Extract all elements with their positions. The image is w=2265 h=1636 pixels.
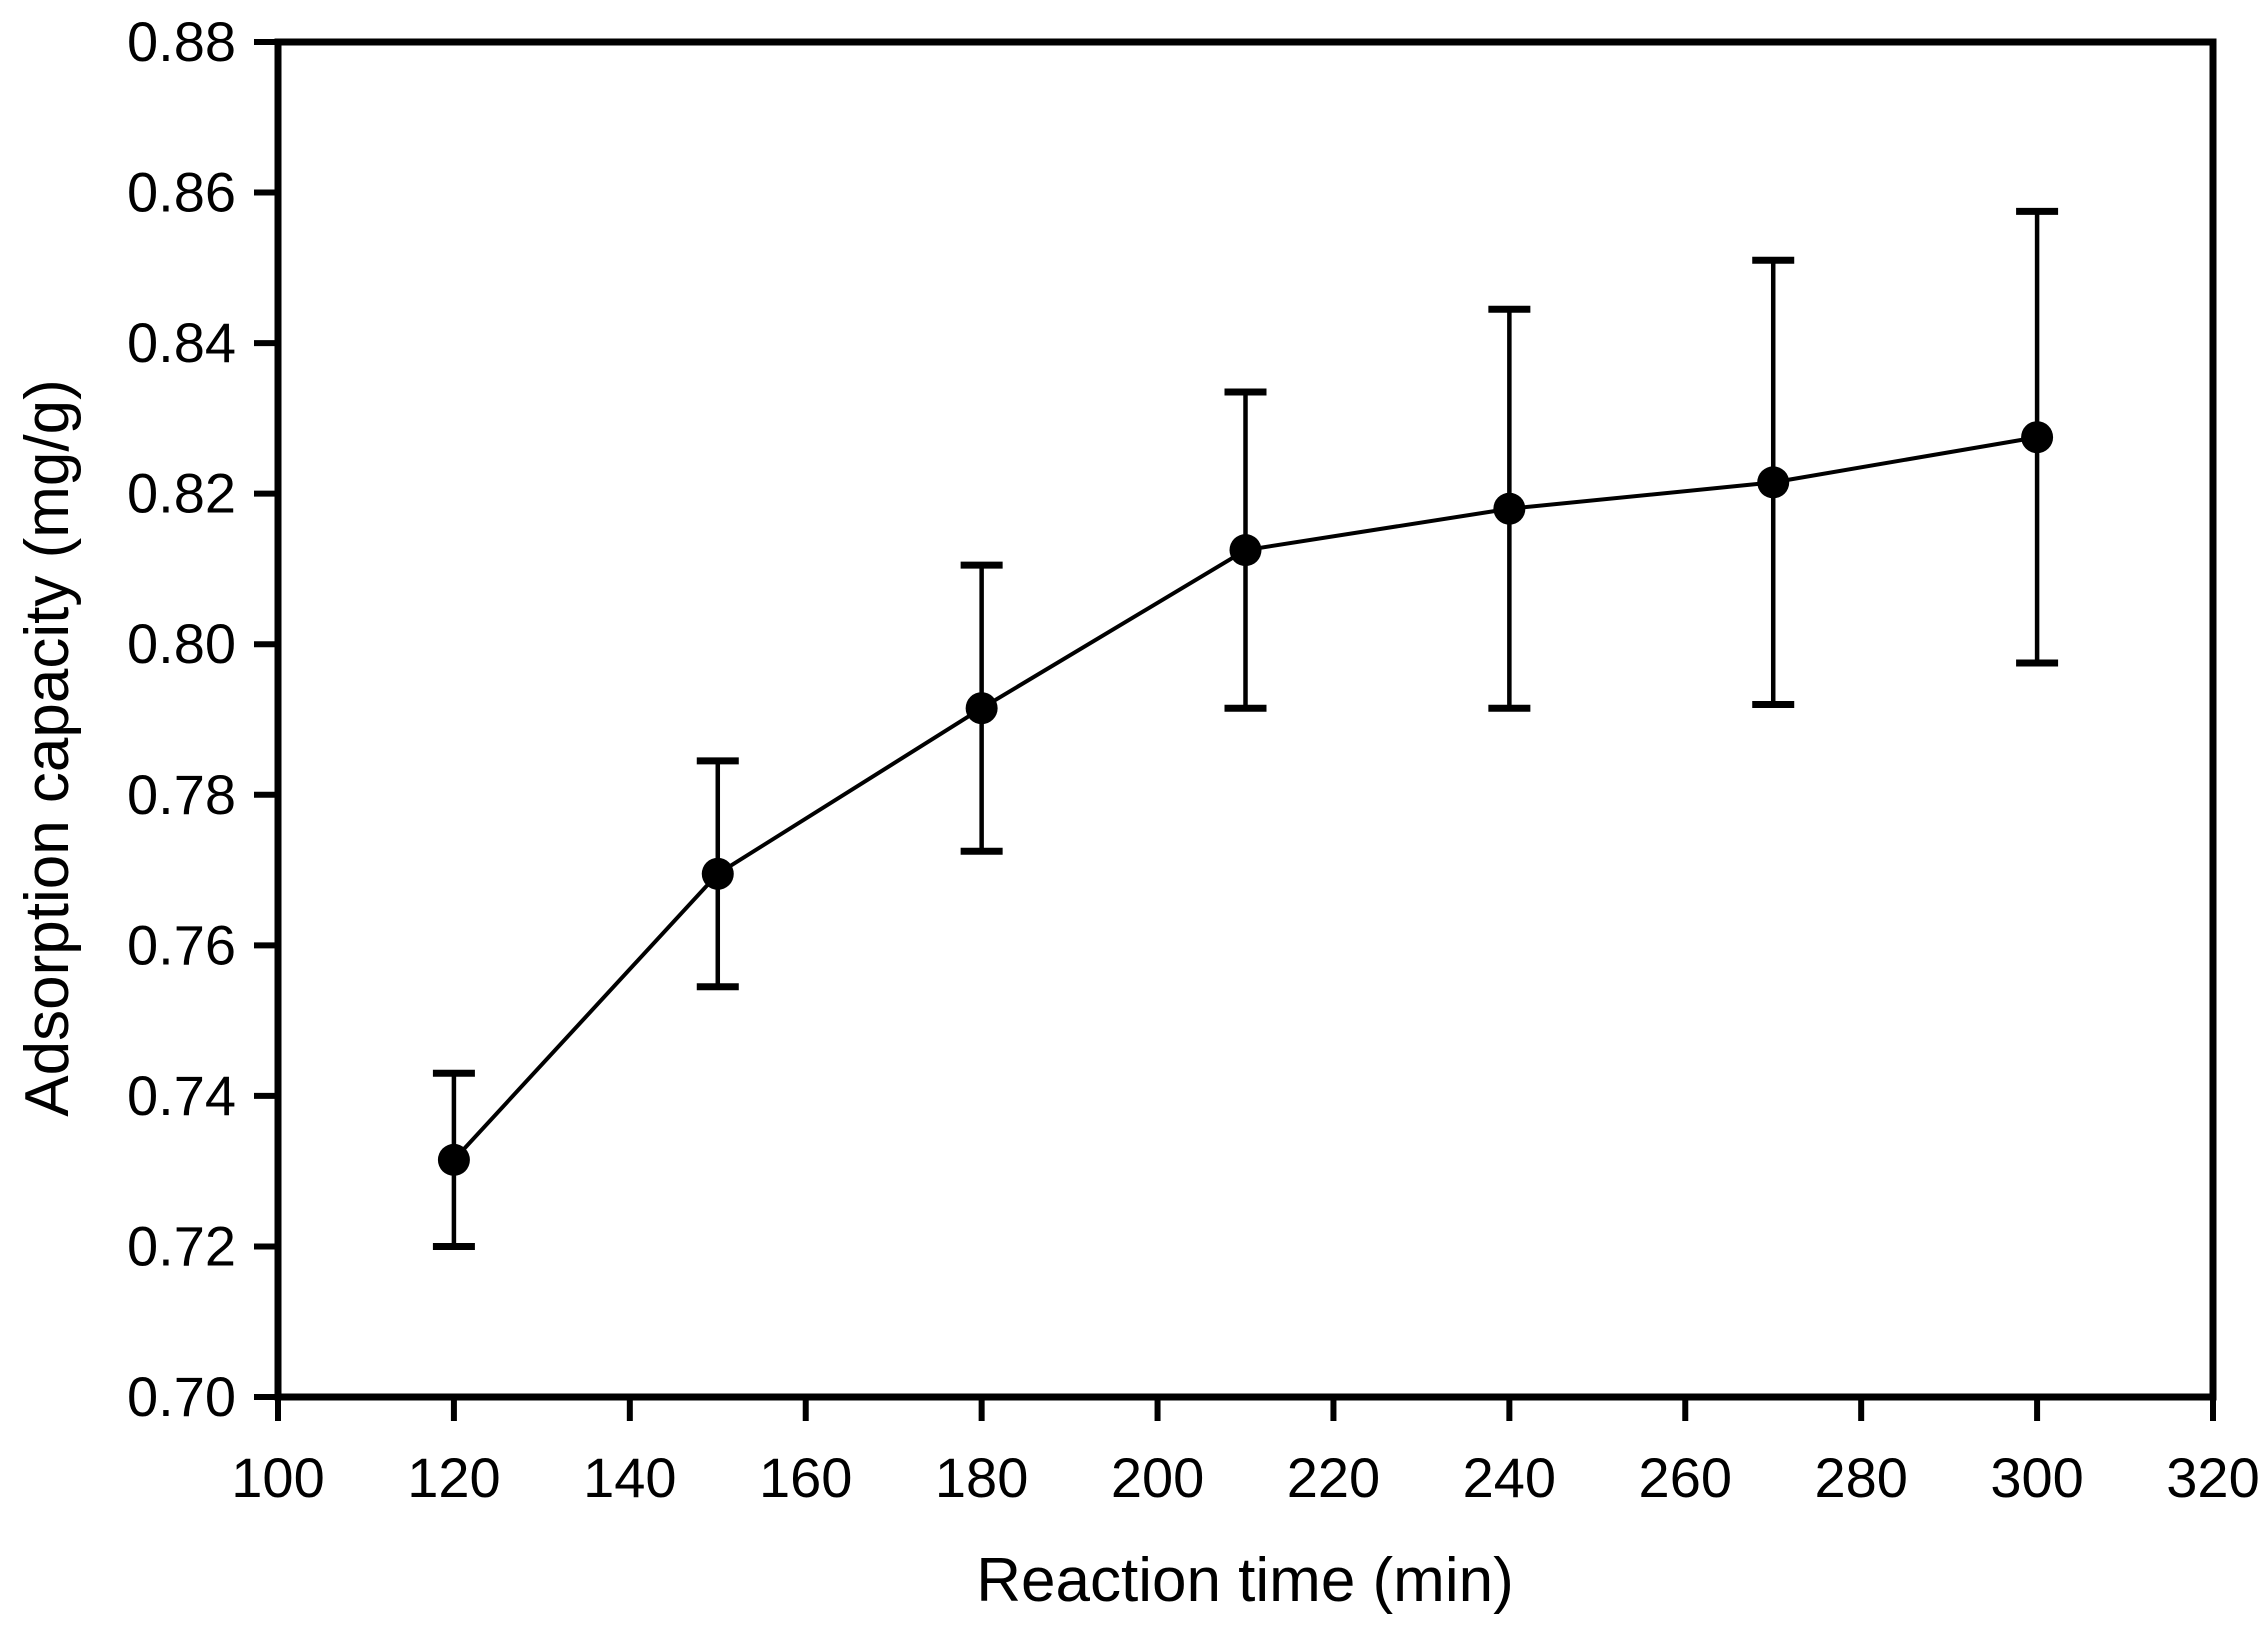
y-tick-label: 0.78 <box>127 763 236 826</box>
data-point-marker <box>1493 492 1526 525</box>
x-tick-label: 320 <box>2166 1446 2259 1509</box>
x-tick-label: 120 <box>407 1446 500 1509</box>
x-tick-label: 220 <box>1287 1446 1380 1509</box>
x-tick-label: 100 <box>231 1446 324 1509</box>
y-tick-label: 0.72 <box>127 1214 236 1277</box>
y-tick-label: 0.76 <box>127 913 236 976</box>
y-tick-label: 0.82 <box>127 462 236 525</box>
y-tick-label: 0.86 <box>127 161 236 224</box>
x-tick-label: 240 <box>1463 1446 1556 1509</box>
y-axis-ticks: 0.70 0.72 0.74 0.76 0.78 0.80 0.82 0.84 0.86 0.88 <box>127 10 278 1428</box>
error-bars <box>432 207 2059 1250</box>
x-tick-label: 200 <box>1111 1446 1204 1509</box>
data-point-marker <box>965 692 998 725</box>
y-tick-label: 0.84 <box>127 311 236 374</box>
data-point-marker <box>437 1143 470 1176</box>
data-points <box>437 421 2054 1176</box>
data-point-marker <box>701 857 734 890</box>
x-tick-label: 280 <box>1814 1446 1907 1509</box>
y-axis-title: Adsorption capacity (mg/g) <box>13 379 82 1116</box>
y-tick-label: 0.70 <box>127 1365 236 1428</box>
y-tick-label: 0.80 <box>127 612 236 675</box>
data-point-marker <box>1757 466 1790 499</box>
x-tick-label: 300 <box>1990 1446 2083 1509</box>
y-tick-label: 0.88 <box>127 10 236 73</box>
x-tick-label: 140 <box>583 1446 676 1509</box>
x-tick-label: 180 <box>935 1446 1028 1509</box>
x-axis-title: Reaction time (min) <box>976 1546 1513 1615</box>
data-point-marker <box>1229 534 1262 567</box>
x-tick-label: 160 <box>759 1446 852 1509</box>
y-tick-label: 0.74 <box>127 1064 236 1127</box>
data-point-marker <box>2021 421 2054 454</box>
plot-frame <box>274 38 2217 1401</box>
x-tick-label: 260 <box>1639 1446 1732 1509</box>
x-axis-ticks: 100 120 140 160 180 200 220 240 260 280 300 320 <box>231 1397 2260 1509</box>
